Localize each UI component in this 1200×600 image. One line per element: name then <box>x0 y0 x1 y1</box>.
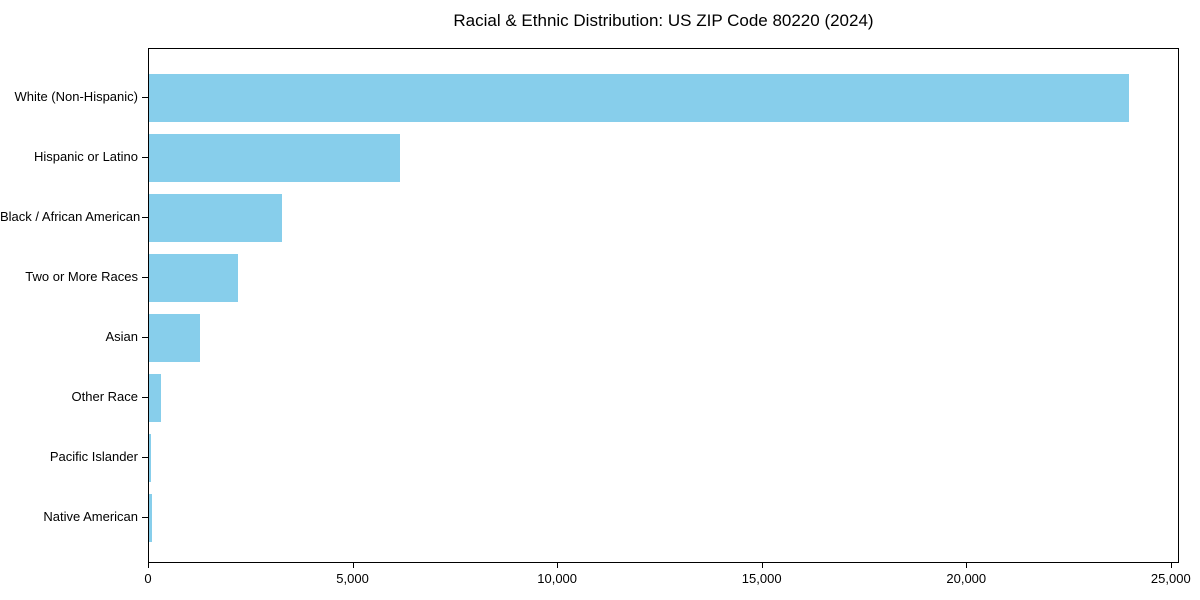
y-tick-label: Asian <box>105 329 138 344</box>
y-tick-mark <box>142 457 148 458</box>
bar-row <box>149 248 1178 308</box>
x-tick-mark <box>352 563 354 568</box>
x-tick-label: 0 <box>144 571 152 586</box>
chart-title: Racial & Ethnic Distribution: US ZIP Cod… <box>453 11 874 30</box>
bar <box>149 194 282 242</box>
bar <box>149 374 162 422</box>
x-tick-label: 5,000 <box>336 571 369 586</box>
y-tick-mark <box>142 397 148 398</box>
x-tick-mark <box>148 563 149 568</box>
y-tick-label: Two or More Races <box>25 269 138 284</box>
bar-row <box>149 488 1178 548</box>
x-tick-label: 10,000 <box>537 571 578 586</box>
y-tick-mark <box>142 517 148 518</box>
y-tick-mark <box>142 157 148 158</box>
y-tick-label: White (Non-Hispanic) <box>14 89 138 104</box>
y-tick-mark <box>142 97 148 98</box>
bar <box>149 74 1129 122</box>
bar-row <box>149 68 1178 128</box>
y-tick-mark <box>142 217 148 218</box>
bar-row <box>149 308 1178 368</box>
y-tick-label: Other Race <box>71 389 138 404</box>
bar <box>149 434 152 482</box>
bar-row <box>149 368 1178 428</box>
bar <box>149 314 201 362</box>
x-tick-label: 25,000 <box>1150 571 1191 586</box>
x-tick-label: 15,000 <box>741 571 782 586</box>
bar-row <box>149 188 1178 248</box>
y-tick-label: Black / African American <box>0 209 141 224</box>
y-tick-mark <box>142 337 148 338</box>
y-tick-label: Native American <box>43 509 138 524</box>
y-tick-mark <box>142 277 148 278</box>
x-tick-mark <box>557 563 559 568</box>
x-tick-mark <box>761 563 763 568</box>
x-tick-label: 20,000 <box>946 571 987 586</box>
x-tick-mark <box>966 563 968 568</box>
bar-row <box>149 128 1178 188</box>
y-tick-label: Pacific Islander <box>49 449 138 464</box>
y-tick-label: Hispanic or Latino <box>33 149 138 164</box>
bar <box>149 494 152 542</box>
bar <box>149 134 400 182</box>
x-tick-mark <box>1170 563 1172 568</box>
bar-row <box>149 428 1178 488</box>
bar <box>149 254 238 302</box>
plot-area <box>148 48 1179 563</box>
bars-container <box>149 68 1178 548</box>
